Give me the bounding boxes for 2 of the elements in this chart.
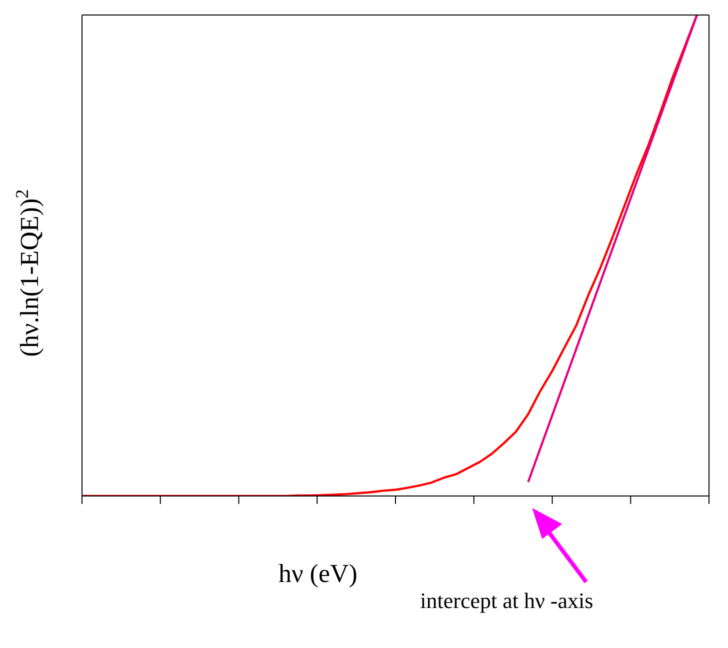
text: intercept at hν -axis [420,588,594,613]
x-axis-title: hν (eV) [278,559,358,588]
